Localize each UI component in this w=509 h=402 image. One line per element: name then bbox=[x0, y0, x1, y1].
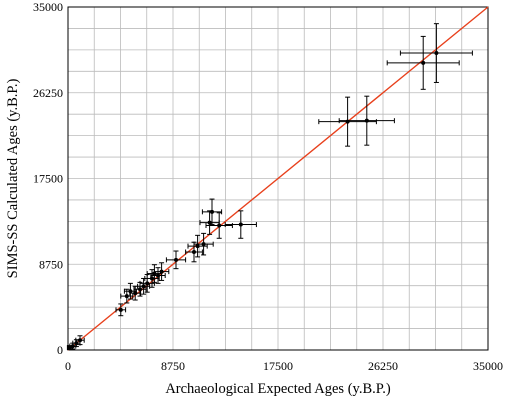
point-marker bbox=[78, 338, 82, 343]
data-point bbox=[224, 210, 257, 239]
x-axis-ticks: 0 8750 17500 26250 35000 bbox=[65, 359, 503, 373]
plot-frame bbox=[67, 6, 489, 351]
point-marker bbox=[238, 222, 243, 227]
point-marker bbox=[138, 287, 142, 292]
y-axis-ticks: 0 8750 17500 26250 35000 bbox=[33, 0, 63, 357]
data-point bbox=[129, 285, 142, 301]
data-point bbox=[75, 335, 85, 346]
data-point bbox=[193, 232, 214, 256]
y-tick-label: 17500 bbox=[33, 172, 63, 186]
x-tick-label: 26250 bbox=[368, 359, 398, 373]
point-marker bbox=[201, 242, 206, 247]
point-marker bbox=[124, 294, 129, 299]
data-point bbox=[399, 23, 473, 83]
point-marker bbox=[118, 307, 123, 312]
y-tick-label: 0 bbox=[57, 343, 63, 357]
point-marker bbox=[133, 291, 138, 296]
point-marker bbox=[195, 244, 200, 249]
point-marker bbox=[156, 273, 160, 278]
data-point bbox=[187, 234, 208, 258]
data-points bbox=[66, 23, 473, 351]
point-marker bbox=[192, 250, 196, 254]
point-marker bbox=[421, 60, 426, 65]
point-marker bbox=[128, 289, 133, 294]
point-marker bbox=[174, 257, 178, 262]
point-marker bbox=[145, 281, 150, 286]
data-point bbox=[201, 198, 223, 226]
y-tick-label: 26250 bbox=[33, 86, 63, 100]
point-marker bbox=[70, 344, 75, 349]
x-tick-label: 17500 bbox=[263, 359, 293, 373]
point-marker bbox=[434, 51, 439, 56]
x-axis-title: Archaeological Expected Ages (y.B.P.) bbox=[165, 381, 391, 397]
x-tick-label: 35000 bbox=[473, 359, 503, 373]
x-tick-label: 8750 bbox=[161, 359, 185, 373]
point-marker bbox=[210, 209, 214, 214]
data-point bbox=[185, 241, 203, 263]
data-point bbox=[205, 212, 233, 239]
y-tick-label: 35000 bbox=[33, 0, 63, 14]
data-point bbox=[199, 210, 220, 235]
data-point bbox=[338, 95, 395, 146]
point-marker bbox=[207, 220, 212, 225]
data-point bbox=[386, 35, 460, 90]
point-marker bbox=[141, 284, 146, 289]
data-point bbox=[165, 250, 187, 270]
data-point bbox=[115, 303, 127, 317]
point-marker bbox=[364, 118, 369, 123]
x-tick-label: 0 bbox=[65, 359, 71, 373]
point-marker bbox=[159, 269, 164, 274]
data-point bbox=[153, 262, 170, 281]
point-marker bbox=[217, 223, 222, 228]
data-point bbox=[150, 267, 166, 284]
y-axis-title: SIMS-SS Calculated Ages (y.B.P.) bbox=[5, 79, 21, 279]
y-tick-label: 8750 bbox=[39, 257, 63, 271]
